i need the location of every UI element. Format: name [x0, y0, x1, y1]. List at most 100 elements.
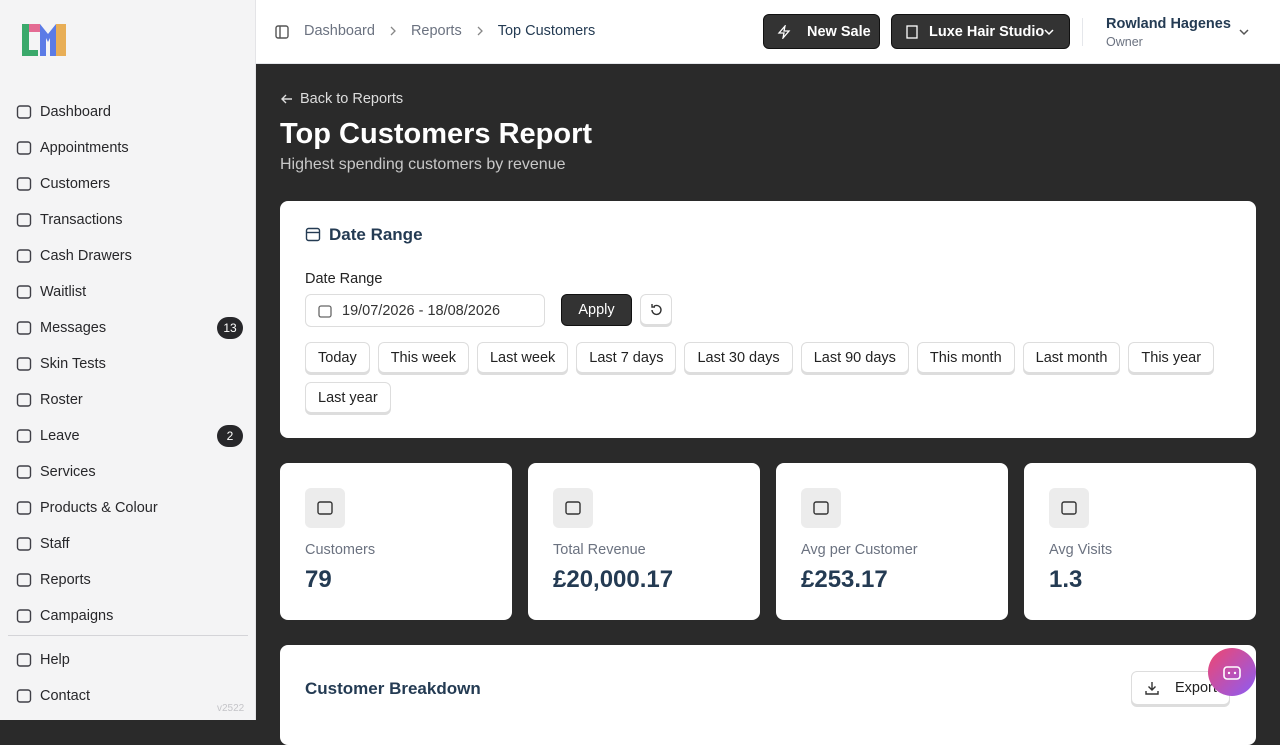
- building-icon: [906, 25, 918, 39]
- nav-label: Leave: [40, 428, 80, 444]
- arrow-left: [281, 94, 292, 104]
- stat-label: Avg Visits: [1049, 542, 1113, 558]
- nav-icon: [16, 429, 32, 443]
- nav-icon: [16, 689, 32, 703]
- nav-icon: [16, 465, 32, 479]
- icon: [317, 501, 333, 515]
- nav-label: Waitlist: [40, 284, 87, 300]
- nav-label: Campaigns: [40, 608, 114, 624]
- user-role: Owner: [1106, 35, 1143, 49]
- nav-item[interactable]: Dashboard: [0, 96, 256, 128]
- nav-item[interactable]: Campaigns: [0, 600, 256, 632]
- new-sale-button[interactable]: New Sale: [763, 14, 880, 49]
- nav-item[interactable]: Contact: [0, 680, 256, 712]
- nav-label: Skin Tests: [40, 356, 106, 372]
- nav-label: Messages: [40, 320, 107, 336]
- preset-button[interactable]: Last 30 days: [684, 342, 793, 373]
- nav-icon: [16, 141, 32, 155]
- nav-item[interactable]: Roster: [0, 384, 256, 416]
- preset-button[interactable]: Last 90 days: [800, 342, 909, 373]
- nav-icon: [16, 609, 32, 623]
- stat-icon: [801, 488, 841, 528]
- calendar-icon: [318, 305, 332, 318]
- nav-item[interactable]: Services: [0, 456, 256, 488]
- user-name[interactable]: Rowland Hagenes: [1106, 16, 1231, 32]
- nav-label: Dashboard: [40, 104, 111, 120]
- nav-icon: [16, 537, 32, 551]
- stat-card: Avg per Customer £253.17: [776, 463, 1008, 620]
- assistant-button[interactable]: [1207, 647, 1257, 697]
- nav-label: Contact: [40, 688, 90, 704]
- nav-label: Products & Colour: [40, 500, 158, 516]
- preset-button[interactable]: This week: [377, 342, 469, 373]
- field-label: Date Range: [305, 271, 383, 287]
- nav-icon: [16, 249, 32, 263]
- preset-button[interactable]: Last month: [1022, 342, 1121, 373]
- user-menu-chevron[interactable]: [1238, 27, 1250, 37]
- nav-item[interactable]: Cash Drawers: [0, 240, 256, 272]
- nav-badge: 13: [217, 317, 243, 339]
- nav-item[interactable]: Help: [0, 644, 256, 676]
- nav-icon: [16, 573, 32, 587]
- nav-item[interactable]: Transactions: [0, 204, 256, 236]
- preset-button[interactable]: This month: [916, 342, 1015, 373]
- stat-label: Avg per Customer: [801, 542, 918, 558]
- nav-item[interactable]: Appointments: [0, 132, 256, 164]
- page-subtitle: Highest spending customers by revenue: [280, 156, 566, 173]
- nav-item[interactable]: Skin Tests: [0, 348, 256, 380]
- business-switcher[interactable]: Luxe Hair Studio: [891, 14, 1070, 49]
- stat-value: £253.17: [801, 566, 888, 593]
- nav-label: Roster: [40, 392, 83, 408]
- nav-label: Staff: [40, 536, 70, 552]
- stat-card: Avg Visits 1.3: [1024, 463, 1256, 620]
- nav-item[interactable]: Reports: [0, 564, 256, 596]
- logo[interactable]: [20, 20, 76, 60]
- nav-icon: [16, 321, 32, 335]
- back-label: Back to Reports: [300, 91, 404, 107]
- new-sale-label: New Sale: [807, 23, 871, 40]
- nav-item[interactable]: Customers: [0, 168, 256, 200]
- nav-item[interactable]: Leave 2: [0, 420, 256, 452]
- calendar-icon: [305, 227, 321, 242]
- bolt-icon: [777, 25, 791, 39]
- preset-button[interactable]: Last 7 days: [576, 342, 677, 373]
- nav-icon: [16, 285, 32, 299]
- page-title: Top Customers Report: [280, 118, 593, 150]
- nav-icon: [16, 357, 32, 371]
- nav-label: Appointments: [40, 140, 129, 156]
- divider: [1082, 18, 1083, 46]
- nav-label: Reports: [40, 572, 91, 588]
- nav-item[interactable]: Products & Colour: [0, 492, 256, 524]
- breadcrumb[interactable]: Dashboard: [304, 23, 375, 39]
- date-value: 19/07/2026 - 18/08/2026: [342, 302, 501, 319]
- preset-button[interactable]: Last year: [305, 382, 391, 413]
- preset-button[interactable]: This year: [1128, 342, 1215, 373]
- date-input[interactable]: 19/07/2026 - 18/08/2026: [305, 294, 545, 327]
- stat-value: 79: [305, 566, 332, 593]
- stat-label: Total Revenue: [553, 542, 646, 558]
- stat-value: 1.3: [1049, 566, 1083, 593]
- nav-item[interactable]: Waitlist: [0, 276, 256, 308]
- sidebar-toggle[interactable]: [275, 25, 289, 39]
- date-range-card: Date Range Date Range 19/07/2026 - 18/08…: [280, 201, 1256, 438]
- breadcrumbs: Dashboard Reports Top Customers: [304, 23, 595, 39]
- preset-button[interactable]: Today: [305, 342, 370, 373]
- breadcrumb-separator: [390, 26, 396, 36]
- stat-card: Customers 79: [280, 463, 512, 620]
- preset-list: Today This week Last week Last 7 days Last 3…: [305, 342, 1231, 413]
- breadcrumb[interactable]: Reports: [410, 23, 462, 39]
- breadcrumb: Top Customers: [497, 23, 596, 39]
- apply-button[interactable]: Apply: [561, 294, 632, 326]
- nav-label: Services: [40, 464, 96, 480]
- nav-item[interactable]: Staff: [0, 528, 256, 560]
- preset-button[interactable]: Last week: [476, 342, 569, 373]
- chevron: [1044, 29, 1054, 36]
- reset-icon: [651, 303, 662, 315]
- back-link[interactable]: Back to Reports: [280, 91, 403, 107]
- version: v2522: [217, 703, 245, 714]
- stat-value: £20,000.17: [553, 566, 674, 593]
- nav-item[interactable]: Messages 13: [0, 312, 256, 344]
- reset-button[interactable]: [640, 294, 672, 325]
